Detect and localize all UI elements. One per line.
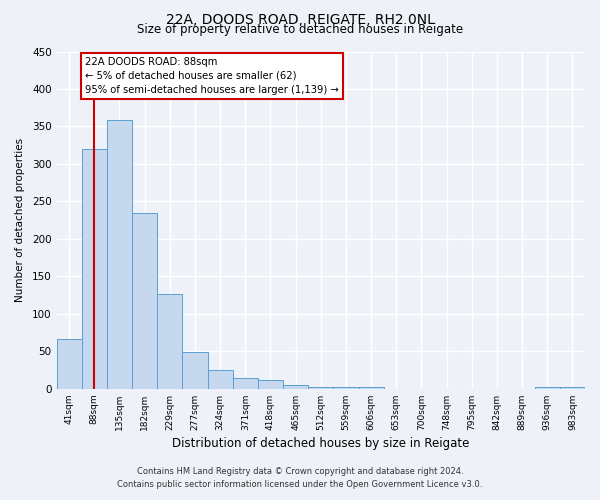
Bar (308, 386, 334, 389)
Bar (107, 120, 132, 389)
Bar (182, 352, 208, 389)
Bar (283, 385, 308, 389)
X-axis label: Distribution of detached houses by size in Reigate: Distribution of detached houses by size … (172, 437, 469, 450)
Bar (233, 378, 258, 389)
Y-axis label: Number of detached properties: Number of detached properties (15, 138, 25, 302)
Bar (535, 388, 560, 389)
Bar (258, 380, 283, 389)
Bar (334, 388, 359, 389)
Text: 22A, DOODS ROAD, REIGATE, RH2 0NL: 22A, DOODS ROAD, REIGATE, RH2 0NL (166, 12, 434, 26)
Bar (132, 214, 157, 389)
Text: 22A DOODS ROAD: 88sqm
← 5% of detached houses are smaller (62)
95% of semi-detac: 22A DOODS ROAD: 88sqm ← 5% of detached h… (85, 56, 339, 94)
Text: Contains HM Land Registry data © Crown copyright and database right 2024.
Contai: Contains HM Land Registry data © Crown c… (118, 467, 482, 489)
Bar (359, 388, 383, 389)
Bar (208, 370, 233, 389)
Bar (157, 294, 182, 389)
Text: Size of property relative to detached houses in Reigate: Size of property relative to detached ho… (137, 22, 463, 36)
Bar (56, 338, 82, 389)
Bar (82, 149, 107, 389)
Bar (560, 388, 585, 389)
